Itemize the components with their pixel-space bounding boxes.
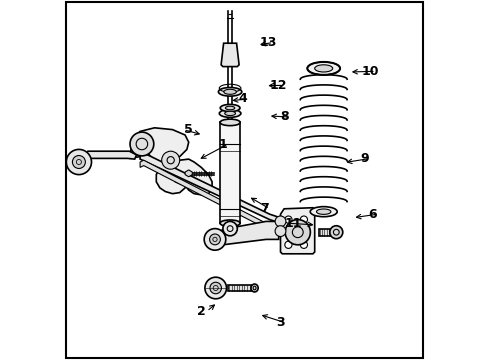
Ellipse shape — [218, 87, 241, 96]
Ellipse shape — [224, 89, 236, 94]
Circle shape — [329, 226, 342, 239]
Ellipse shape — [314, 65, 332, 72]
Polygon shape — [140, 160, 282, 234]
Text: 11: 11 — [284, 217, 301, 230]
Text: 9: 9 — [360, 152, 368, 165]
Circle shape — [130, 132, 153, 156]
Text: 10: 10 — [361, 65, 379, 78]
Text: 12: 12 — [269, 79, 287, 92]
Ellipse shape — [307, 62, 339, 75]
Polygon shape — [185, 170, 192, 177]
Text: 8: 8 — [279, 111, 288, 123]
Ellipse shape — [316, 209, 330, 214]
Ellipse shape — [224, 111, 235, 116]
Ellipse shape — [225, 106, 234, 110]
Circle shape — [209, 282, 221, 294]
Circle shape — [284, 216, 291, 223]
Circle shape — [209, 234, 220, 245]
Circle shape — [223, 221, 237, 236]
Bar — [228, 285, 253, 291]
Polygon shape — [174, 159, 212, 195]
Polygon shape — [280, 208, 314, 254]
Polygon shape — [140, 153, 282, 223]
Text: 13: 13 — [259, 36, 276, 49]
Polygon shape — [79, 151, 136, 164]
Circle shape — [275, 226, 285, 237]
Text: 5: 5 — [184, 123, 193, 136]
Text: 3: 3 — [276, 316, 284, 329]
Circle shape — [300, 241, 307, 248]
Circle shape — [72, 156, 85, 168]
Polygon shape — [221, 43, 239, 67]
Ellipse shape — [219, 109, 241, 117]
Bar — [220, 122, 240, 223]
Ellipse shape — [220, 104, 240, 112]
Circle shape — [284, 241, 291, 248]
Circle shape — [162, 151, 179, 169]
Circle shape — [66, 149, 91, 175]
Text: 6: 6 — [367, 208, 376, 221]
Circle shape — [204, 229, 225, 250]
Circle shape — [285, 220, 310, 245]
Polygon shape — [215, 221, 278, 245]
Text: 7: 7 — [260, 202, 268, 215]
Bar — [318, 229, 335, 236]
Circle shape — [275, 216, 285, 227]
Ellipse shape — [220, 220, 240, 226]
Circle shape — [300, 216, 307, 223]
Text: 4: 4 — [238, 93, 246, 105]
Text: 1: 1 — [218, 138, 227, 150]
Polygon shape — [129, 128, 188, 194]
Circle shape — [204, 277, 226, 299]
Ellipse shape — [309, 207, 337, 217]
Text: 2: 2 — [197, 305, 205, 318]
Ellipse shape — [250, 284, 258, 292]
Ellipse shape — [220, 119, 240, 126]
